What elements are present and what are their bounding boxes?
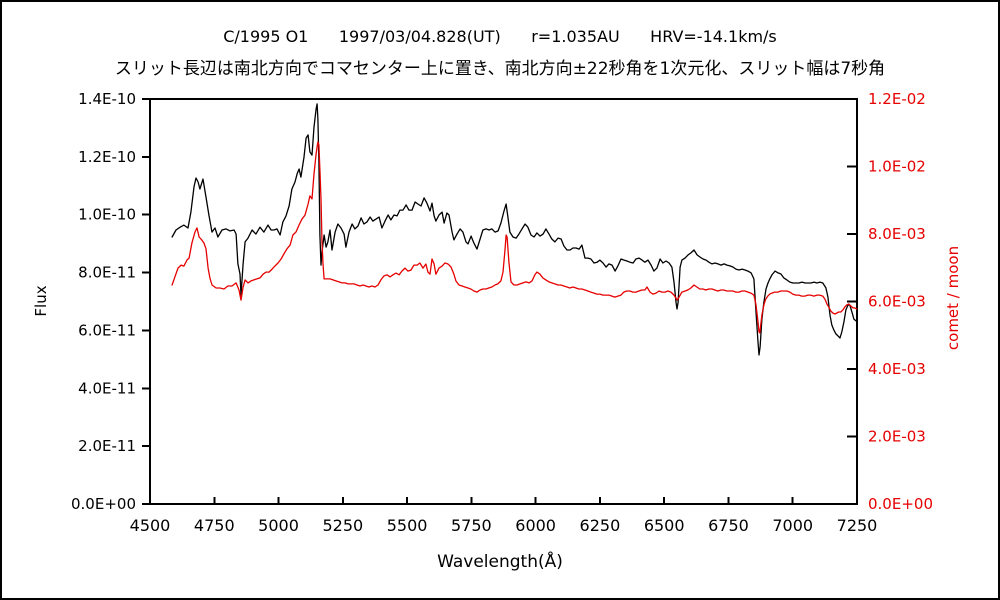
x-tick-label: 5750 — [451, 516, 492, 535]
x-tick-label: 6750 — [708, 516, 749, 535]
y-right-tick-label: 1.0E-02 — [868, 158, 926, 176]
x-axis-title: Wavelength(Å) — [437, 552, 563, 572]
y-right-tick-label: 8.0E-03 — [868, 225, 926, 243]
x-tick-label: 7000 — [772, 516, 813, 535]
y-left-tick-label: 1.4E-10 — [78, 90, 136, 108]
y-right-tick-label: 4.0E-03 — [868, 360, 926, 378]
x-tick-label: 6000 — [515, 516, 556, 535]
y-left-tick-label: 8.0E-11 — [78, 264, 136, 282]
y-left-tick-label: 2.0E-11 — [78, 437, 136, 455]
comet-flux-line — [171, 103, 857, 356]
y-right-tick-label: 0.0E+00 — [868, 495, 933, 513]
x-tick-label: 5250 — [322, 516, 363, 535]
x-tick-label: 4500 — [130, 516, 171, 535]
chart-title: C/1995 O1 1997/03/04.828(UT) r=1.035AU H… — [223, 27, 777, 46]
x-tick-label: 6250 — [580, 516, 621, 535]
y-right-tick-label: 2.0E-03 — [868, 428, 926, 446]
x-tick-label: 5000 — [258, 516, 299, 535]
x-tick-label: 6500 — [644, 516, 685, 535]
y-right-tick-label: 1.2E-02 — [868, 90, 926, 108]
y-left-tick-label: 4.0E-11 — [78, 379, 136, 397]
x-tick-label: 4750 — [194, 516, 235, 535]
y-left-tick-label: 0.0E+00 — [71, 495, 136, 513]
y-left-tick-label: 6.0E-11 — [78, 321, 136, 339]
plot-box — [149, 98, 858, 505]
x-tick-label: 5500 — [387, 516, 428, 535]
y-left-tick-label: 1.2E-10 — [78, 148, 136, 166]
chart-subtitle: スリット長辺は南北方向でコマセンター上に置き、南北方向±22秒角を1次元化、スリ… — [114, 59, 886, 79]
comet-moon-ratio-line — [171, 141, 858, 334]
x-tick-label: 7250 — [837, 516, 878, 535]
y-left-tick-label: 1.0E-10 — [78, 206, 136, 224]
y-right-tick-label: 6.0E-03 — [868, 293, 926, 311]
